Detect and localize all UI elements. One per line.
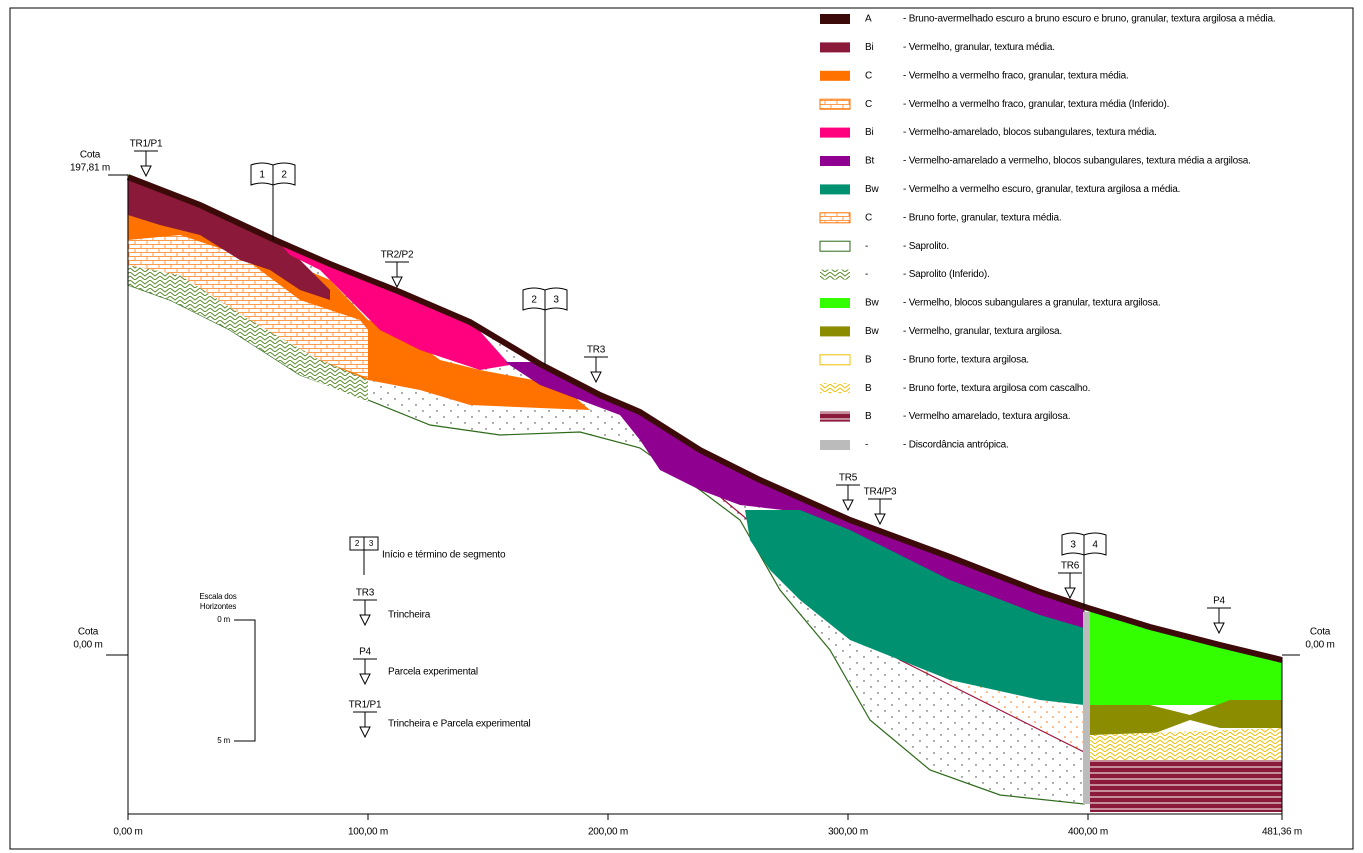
legend-description: - Bruno forte, textura argilosa com casc…	[903, 383, 1090, 394]
marker-symbol	[385, 262, 409, 287]
key-label: Parcela experimental	[388, 667, 478, 678]
sampling-point-label: TR1/P1	[130, 139, 163, 150]
legend-code: Bi	[865, 42, 874, 53]
sampling-point-label: TR2/P2	[381, 250, 414, 261]
distance-label: 481,36 m	[1262, 827, 1302, 838]
legend-description: - Saprolito (Inferido).	[903, 269, 990, 280]
legend-description: - Vermelho, granular, textura média.	[903, 42, 1055, 53]
scale-title: Escala dos	[199, 592, 236, 601]
scale-tick: 5 m	[217, 736, 230, 745]
distance-label: 100,00 m	[348, 827, 388, 838]
legend-swatch	[820, 412, 850, 422]
elevation-value: 0,00 m	[73, 640, 102, 651]
sampling-point-label: TR6	[1061, 561, 1080, 572]
legend-description: - Bruno forte, textura argilosa.	[903, 354, 1029, 365]
legend-description: - Vermelho, blocos subangulares a granul…	[903, 298, 1160, 309]
segment-label: 4	[1092, 540, 1098, 551]
legend-swatch	[820, 440, 850, 450]
elevation-label: Cota	[1310, 627, 1331, 638]
marker-symbol	[584, 357, 608, 382]
distance-label: 200,00 m	[588, 827, 628, 838]
legend-code: C	[865, 99, 872, 110]
legend-swatch	[820, 128, 850, 138]
marker-symbol	[1207, 608, 1231, 633]
legend-code: Bw	[865, 326, 879, 337]
legend-code: -	[865, 241, 868, 252]
profile	[128, 175, 1282, 812]
key-symbol: TR3	[356, 588, 375, 599]
legend-swatch	[820, 156, 850, 166]
legend-code: Bw	[865, 184, 879, 195]
marker-symbol	[868, 499, 892, 524]
legend-code: -	[865, 269, 868, 280]
sampling-point-label: TR3	[587, 345, 606, 356]
legend-swatch	[820, 213, 850, 223]
legend-code: Bt	[865, 156, 874, 167]
segment-label: 3	[1070, 540, 1076, 551]
segment-label: 2	[281, 170, 287, 181]
legend-code: B	[865, 383, 872, 394]
sampling-point-label: P4	[1213, 596, 1225, 607]
legend-swatch	[820, 270, 850, 280]
legend-swatch	[820, 326, 850, 336]
elevation-value: 197,81 m	[70, 163, 110, 174]
legend-description: - Vermelho-amarelado, blocos subangulare…	[903, 127, 1157, 138]
legend-description: - Discordância antrópica.	[903, 440, 1009, 451]
segment-label: 2	[531, 295, 537, 306]
legend-code: Bi	[865, 127, 874, 138]
horizon-scale: Escala dos Horizontes 0 m 5 m	[199, 592, 255, 745]
sampling-point-label: TR4/P3	[864, 487, 897, 498]
legend-code: -	[865, 440, 868, 451]
legend-code: B	[865, 354, 872, 365]
marker-symbol	[836, 485, 860, 510]
segment-label: 1	[259, 170, 265, 181]
segment-symbol	[251, 163, 295, 240]
legend-description: - Vermelho a vermelho escuro, granular, …	[903, 184, 1180, 195]
legend-code: B	[865, 411, 872, 422]
legend-swatch	[820, 298, 850, 308]
marker-symbol	[353, 600, 377, 625]
legend-description: - Vermelho a vermelho fraco, granular, t…	[903, 99, 1169, 110]
elevation-value: 0,00 m	[1305, 640, 1334, 651]
key-label: Início e término de segmento	[382, 550, 506, 561]
legend-swatch	[820, 14, 850, 24]
key-symbol: P4	[359, 647, 371, 658]
elevation-label: Cota	[78, 627, 99, 638]
legend-swatch	[820, 241, 850, 251]
legend-code: C	[865, 70, 872, 81]
scale-tick: 0 m	[217, 615, 230, 624]
profile-diagram: Cota 197,81 m Cota 0,00 m Cota 0,00 m Es…	[0, 0, 1363, 853]
marker-symbol	[134, 151, 158, 176]
legend-swatch	[820, 71, 850, 81]
legend-swatch	[820, 383, 850, 393]
legend-swatch	[820, 99, 850, 109]
legend-description: - Vermelho, granular, textura argilosa.	[903, 326, 1062, 337]
legend-description: - Vermelho a vermelho fraco, granular, t…	[903, 70, 1129, 81]
legend-description: - Vermelho-amarelado a vermelho, blocos …	[903, 156, 1251, 167]
marker-symbol	[353, 659, 377, 684]
marker-symbol	[353, 712, 377, 737]
key-symbol: TR1/P1	[349, 700, 382, 711]
legend-swatch	[820, 42, 850, 52]
key-label: Trincheira	[388, 610, 431, 621]
elevation-label: Cota	[80, 150, 101, 161]
segment-label: 3	[553, 295, 559, 306]
marker-symbol	[1058, 573, 1082, 598]
key-label: Trincheira e Parcela experimental	[388, 719, 531, 730]
legend-swatch	[820, 184, 850, 194]
legend-code: Bw	[865, 298, 879, 309]
legend-description: - Bruno-avermelhado escuro a bruno escur…	[903, 14, 1275, 25]
sampling-point-label: TR5	[839, 473, 858, 484]
legend-code: A	[865, 14, 872, 25]
legend-swatch	[820, 355, 850, 365]
legend-description: - Vermelho amarelado, textura argilosa.	[903, 411, 1070, 422]
scale-title: Horizontes	[200, 602, 236, 611]
segment-symbol	[523, 288, 567, 365]
distance-label: 400,00 m	[1068, 827, 1108, 838]
legend-description: - Bruno forte, granular, textura média.	[903, 212, 1061, 223]
legend-description: - Saprolito.	[903, 241, 949, 252]
legend-code: C	[865, 212, 872, 223]
distance-label: 0,00 m	[113, 827, 142, 838]
distance-label: 300,00 m	[828, 827, 868, 838]
